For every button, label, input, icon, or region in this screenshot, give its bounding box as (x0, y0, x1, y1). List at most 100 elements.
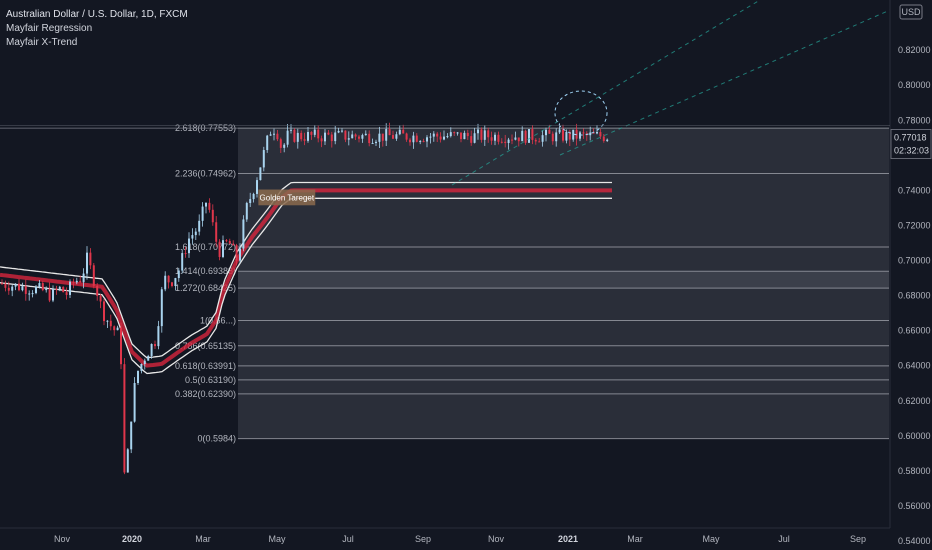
candle-body (511, 139, 513, 141)
candle-body (75, 280, 78, 283)
candle-body (18, 283, 20, 291)
candle-body (477, 129, 479, 134)
candle-body (480, 129, 483, 140)
candle-body (606, 139, 609, 141)
time-tick-label: 2021 (558, 534, 578, 544)
candle-body (388, 129, 391, 136)
candle-body (320, 138, 323, 142)
fib-zone-band (238, 320, 889, 346)
candle-body (589, 132, 592, 136)
candle-body (242, 219, 245, 249)
candle-body (395, 134, 398, 139)
channel-upper-line (451, 0, 761, 186)
candle-body (269, 134, 272, 136)
fib-level-label: 0.786(0.65135) (175, 341, 236, 351)
candle-body (385, 129, 388, 141)
candle-body (266, 135, 269, 151)
candle-body (52, 288, 54, 301)
candle-body (538, 141, 541, 143)
candle-body (494, 134, 496, 141)
candle-body (432, 133, 435, 137)
candle-body (45, 288, 48, 291)
candle-body (551, 133, 554, 142)
candle-body (307, 131, 309, 141)
price-axis-bg (890, 0, 932, 550)
indicator-xtrend[interactable]: Mayfair X-Trend (6, 37, 78, 48)
candle-body (358, 136, 360, 139)
price-tick-label: 0.62000 (898, 396, 931, 406)
candle-body (473, 133, 476, 143)
price-tick-label: 0.74000 (898, 185, 931, 195)
candle-body (147, 355, 150, 361)
time-tick-label: Nov (54, 534, 71, 544)
candle-body (222, 240, 224, 257)
candle-body (120, 327, 122, 365)
candle-body (337, 130, 340, 133)
candle-body (55, 288, 58, 290)
candle-body (592, 132, 595, 134)
price-tick-label: 0.60000 (898, 431, 931, 441)
candle-body (198, 220, 201, 232)
candle-body (106, 320, 109, 322)
candle-body (69, 281, 71, 295)
chart-legend: Australian Dollar / U.S. Dollar, 1D, FXC… (6, 8, 188, 50)
candle-body (167, 275, 170, 283)
indicator-regression[interactable]: Mayfair Regression (6, 23, 93, 34)
candle-body (130, 421, 133, 450)
candle-body (177, 270, 180, 279)
candle-body (259, 167, 262, 181)
candle-body (347, 138, 350, 140)
countdown-label: 02:32:03 (894, 145, 929, 155)
candle-body (113, 326, 116, 331)
candle-body (497, 134, 500, 142)
candle-body (330, 134, 333, 142)
candle-body (154, 344, 156, 347)
fib-zone-band (238, 288, 889, 321)
candle-body (599, 132, 602, 137)
symbol-title[interactable]: Australian Dollar / U.S. Dollar, 1D, FXC… (6, 9, 188, 20)
candle-body (392, 135, 394, 139)
candle-body (188, 238, 190, 254)
candle-body (524, 130, 527, 143)
fib-zone-band (238, 246, 889, 272)
current-price-tag (890, 129, 932, 159)
candle-body (96, 285, 99, 296)
candle-body (201, 206, 204, 221)
candle-body (228, 240, 231, 244)
golden-target-box (258, 189, 316, 206)
candle-body (354, 134, 357, 137)
candle-body (89, 252, 92, 266)
candle-body (283, 144, 286, 148)
candle-body (109, 320, 112, 327)
candle-body (371, 143, 374, 145)
time-tick-label: Sep (850, 534, 866, 544)
candle-body (381, 133, 384, 141)
candle-body (453, 132, 456, 134)
price-tick-label: 0.68000 (898, 291, 931, 301)
price-tick-label: 0.78000 (898, 115, 931, 125)
top-pattern-outline (554, 90, 608, 136)
candle-body (490, 137, 493, 141)
price-tick-label: 0.66000 (898, 326, 931, 336)
candle-body (487, 130, 490, 138)
candle-body (541, 135, 544, 142)
candle-body (555, 132, 558, 142)
candle-body (368, 133, 371, 144)
candle-body (164, 275, 167, 290)
time-tick-label: May (268, 534, 286, 544)
fib-zone-band (238, 173, 889, 247)
time-axis[interactable]: Nov 2020 Mar May Jul Sep Nov 2021 Mar May Jul Sep (0, 527, 890, 544)
candle-body (245, 203, 248, 220)
candle-body (211, 209, 214, 223)
candle-body (528, 129, 530, 143)
candle-body (514, 137, 517, 140)
candle-body (276, 133, 279, 140)
candle-body (412, 135, 415, 143)
candle-body (602, 136, 605, 141)
candle-body (572, 129, 575, 140)
candle-body (79, 280, 82, 283)
time-tick-label: May (702, 534, 720, 544)
time-tick-label: 2020 (122, 534, 142, 544)
